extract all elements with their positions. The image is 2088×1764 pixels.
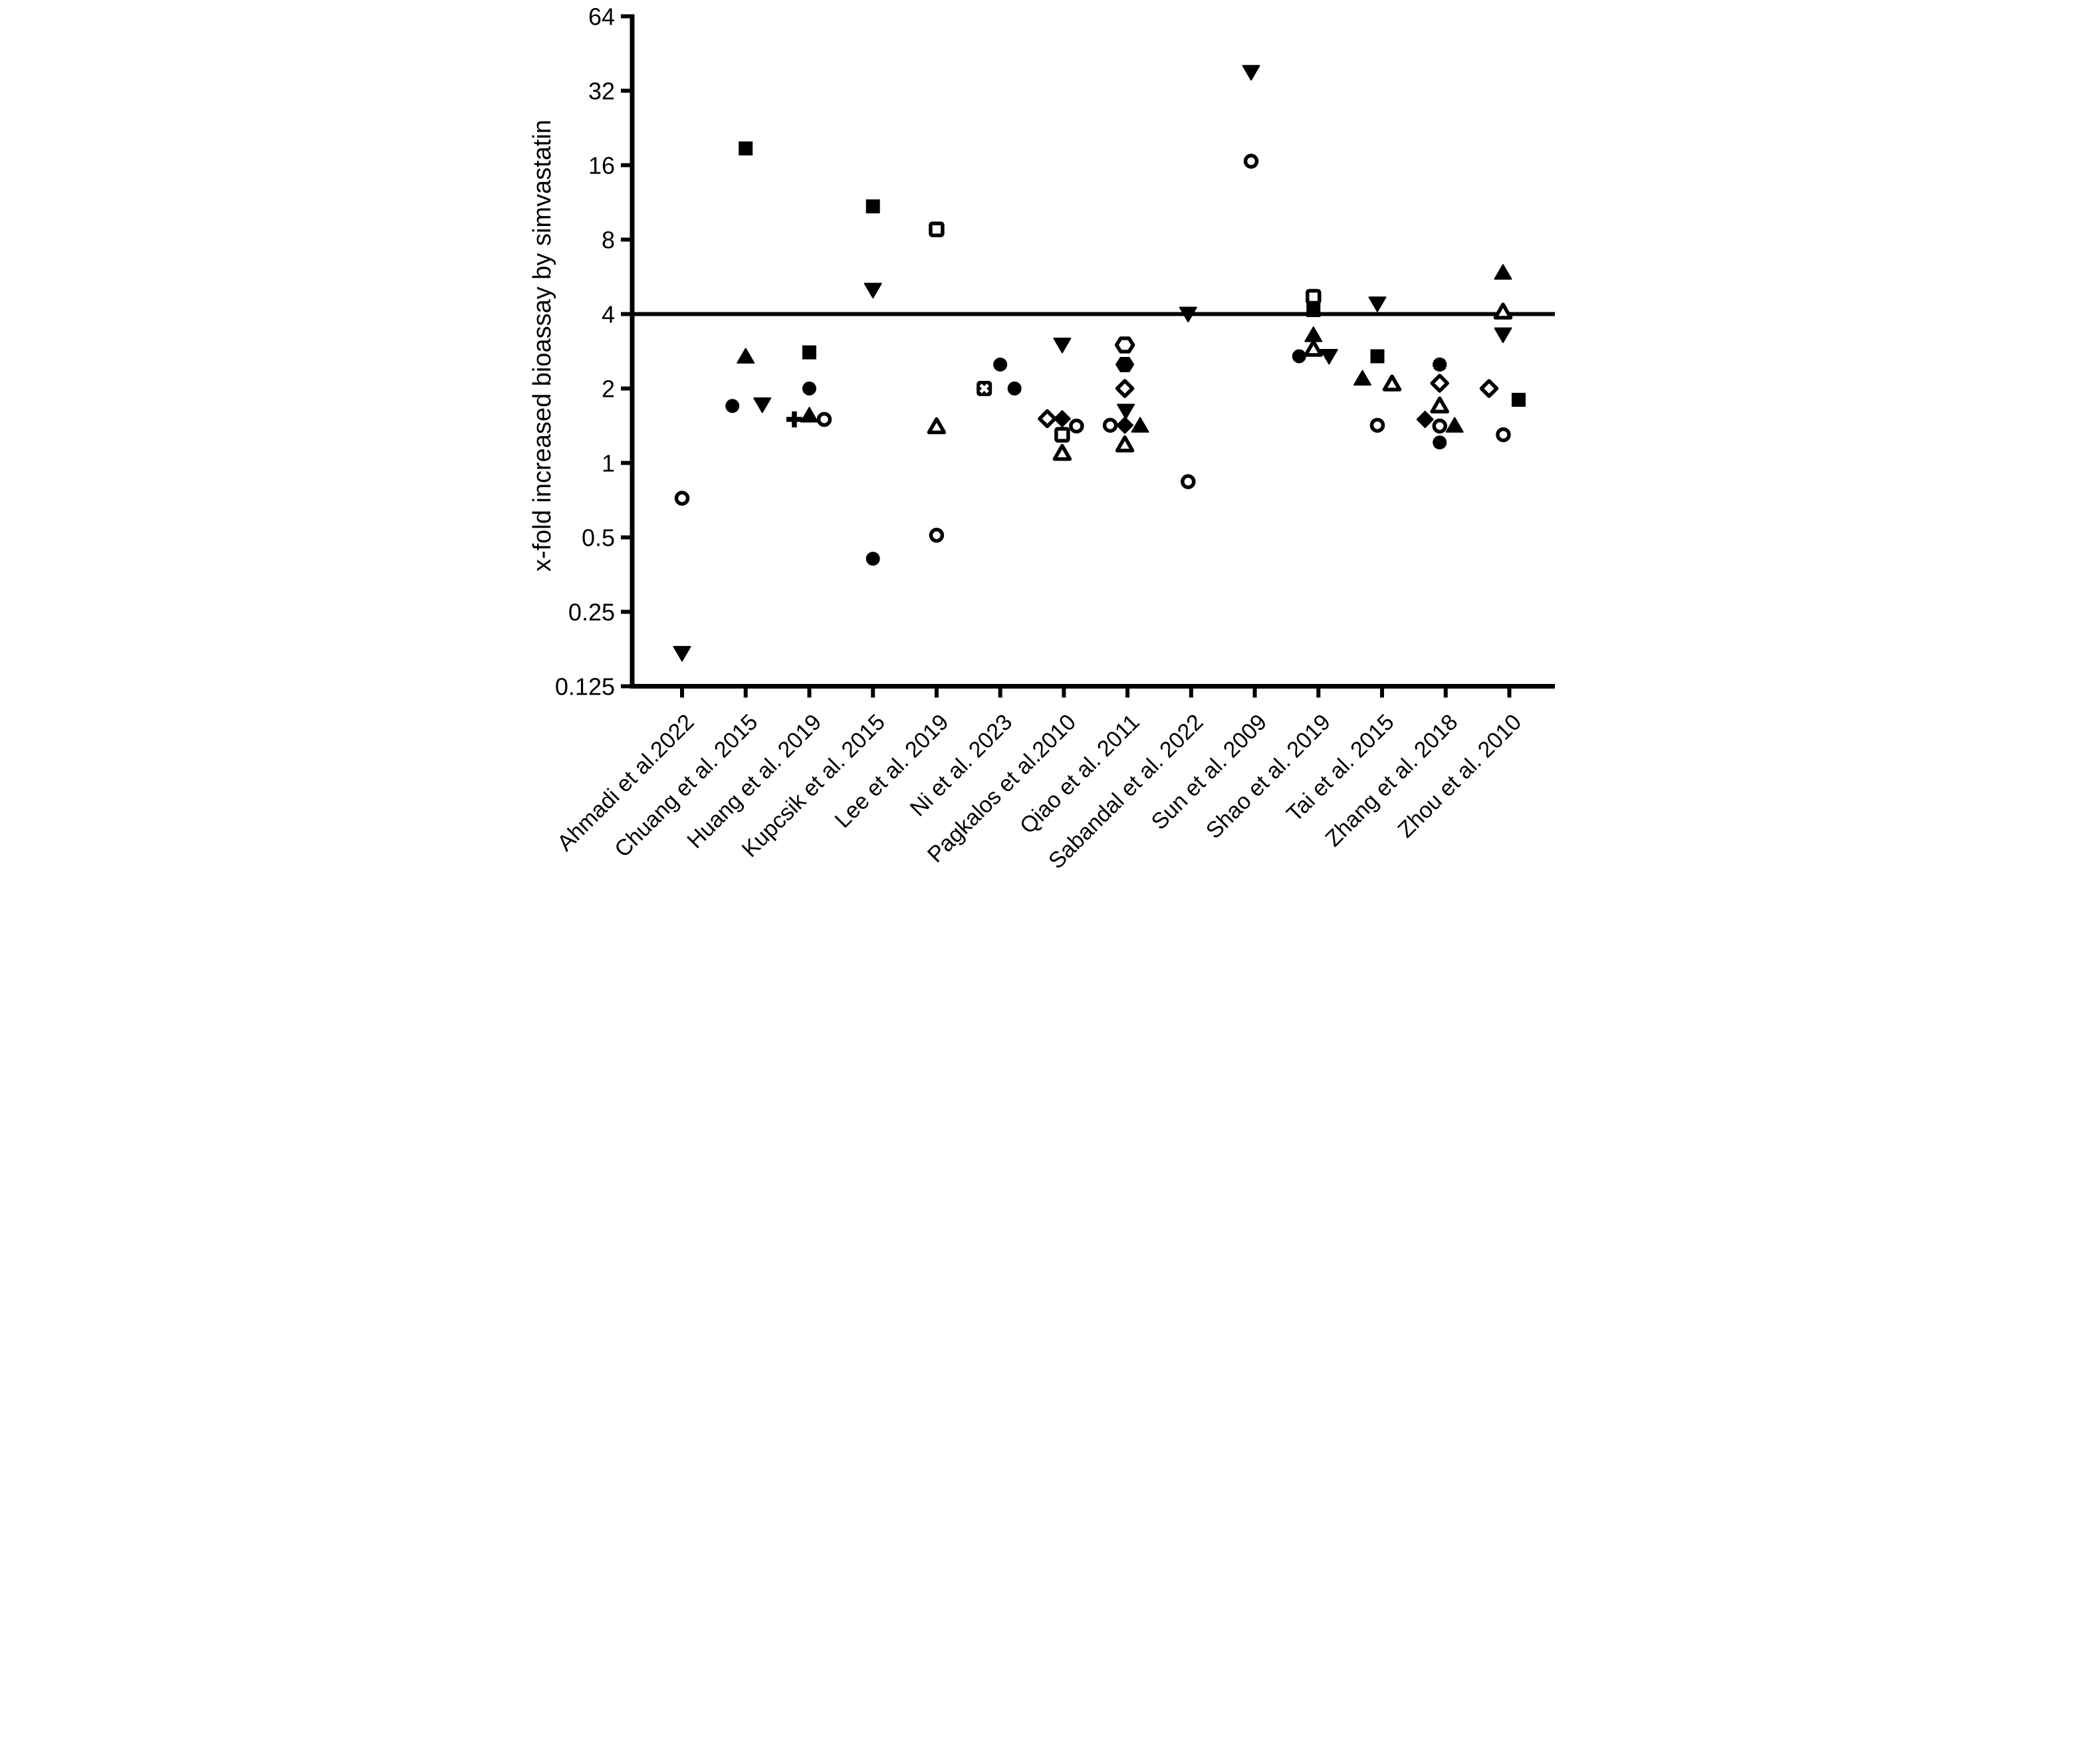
data-point-triangle-down-filled bbox=[864, 282, 882, 298]
data-point-diamond-open bbox=[1479, 379, 1498, 398]
data-point-triangle-down-filled bbox=[1493, 327, 1512, 344]
data-point-circle-open bbox=[816, 411, 832, 427]
data-point-triangle-up-filled bbox=[1131, 417, 1149, 433]
data-point-square-filled bbox=[738, 141, 753, 156]
data-point-circle-filled bbox=[725, 399, 739, 413]
data-point-hexagon-open bbox=[1114, 336, 1135, 354]
data-point-circle-open bbox=[1369, 417, 1385, 433]
data-point-circle-filled bbox=[802, 382, 816, 395]
data-point-triangle-down-filled bbox=[1052, 337, 1071, 354]
data-point-plus-filled bbox=[786, 411, 802, 427]
y-tick-label: 0.125 bbox=[554, 673, 614, 701]
data-point-triangle-up-open bbox=[1052, 443, 1072, 461]
y-tick-label: 4 bbox=[601, 301, 614, 328]
x-category-label: Lee et al. 2019 bbox=[830, 709, 953, 833]
data-point-circle-filled bbox=[866, 552, 880, 566]
y-tick-label: 32 bbox=[588, 78, 614, 105]
data-point-triangle-up-open bbox=[1382, 374, 1401, 391]
data-point-circle-filled bbox=[1432, 435, 1447, 450]
data-point-circle-open bbox=[1102, 417, 1117, 433]
data-point-square-open bbox=[928, 221, 945, 237]
data-point-triangle-down-filled bbox=[753, 397, 771, 413]
data-point-square-open bbox=[1305, 288, 1322, 305]
data-point-triangle-down-filled bbox=[1179, 306, 1197, 322]
y-tick-label: 16 bbox=[588, 152, 614, 179]
data-point-triangle-up-filled bbox=[800, 407, 818, 423]
data-point-triangle-up-filled bbox=[736, 348, 754, 364]
data-point-diamond-filled bbox=[1416, 410, 1434, 428]
y-tick-label: 8 bbox=[601, 227, 614, 254]
x-category-label: Sun et al. 2009 bbox=[1146, 709, 1272, 835]
data-point-square-filled bbox=[866, 199, 880, 214]
y-tick-label: 0.25 bbox=[568, 599, 614, 626]
data-point-circle-open bbox=[1432, 418, 1447, 434]
data-point-triangle-up-filled bbox=[1445, 417, 1464, 433]
data-point-diamond-open bbox=[1430, 374, 1449, 393]
data-point-diamond-open bbox=[1115, 379, 1134, 398]
data-point-triangle-down-filled bbox=[1242, 64, 1260, 81]
data-point-circle-open bbox=[929, 528, 944, 543]
scatter-plot-figure: x-fold increased bioassay by simvastatin… bbox=[522, 0, 1566, 882]
data-point-circle-open bbox=[1243, 154, 1258, 169]
data-point-square-filled bbox=[1306, 303, 1320, 318]
data-point-circle-open bbox=[1068, 418, 1084, 434]
data-point-square-filled bbox=[802, 345, 816, 360]
data-point-triangle-up-open bbox=[1304, 340, 1323, 357]
y-tick-label: 2 bbox=[601, 376, 614, 403]
data-point-square-open bbox=[1054, 427, 1070, 443]
data-point-triangle-down-filled bbox=[1320, 349, 1338, 365]
scatter-chart: x-fold increased bioassay by simvastatin… bbox=[528, 3, 1555, 874]
data-point-square-filled bbox=[1370, 349, 1385, 364]
data-point-circle-open bbox=[674, 491, 689, 506]
data-point-circle-filled bbox=[1007, 382, 1022, 395]
data-point-circle-open bbox=[1495, 427, 1511, 443]
data-point-hexagon-filled bbox=[1115, 356, 1134, 372]
data-point-circle-filled bbox=[992, 357, 1007, 372]
data-point-circle-open bbox=[1180, 474, 1196, 489]
data-point-triangle-down-filled bbox=[1368, 296, 1387, 312]
data-point-asterisk-filled bbox=[1432, 357, 1447, 372]
y-tick-label: 0.5 bbox=[581, 524, 614, 552]
data-point-square-x-filled bbox=[976, 381, 992, 396]
data-point-triangle-down-filled bbox=[673, 645, 691, 662]
data-point-triangle-up-open bbox=[1493, 302, 1512, 320]
data-point-triangle-down-filled bbox=[1116, 403, 1135, 420]
data-point-triangle-up-open bbox=[927, 417, 946, 435]
data-point-triangle-up-filled bbox=[1353, 370, 1371, 386]
data-point-triangle-up-filled bbox=[1493, 264, 1512, 280]
data-point-diamond-filled bbox=[1115, 416, 1133, 434]
y-tick-label: 1 bbox=[601, 450, 614, 477]
data-point-square-filled bbox=[1511, 393, 1526, 407]
data-point-diamond-open bbox=[1037, 409, 1057, 429]
y-tick-label: 64 bbox=[588, 3, 614, 31]
data-point-circle-filled bbox=[1292, 349, 1306, 364]
y-axis-title: x-fold increased bioassay by simvastatin bbox=[528, 120, 556, 572]
data-point-triangle-up-open bbox=[1115, 435, 1134, 453]
data-point-diamond-filled bbox=[1053, 409, 1071, 427]
data-point-triangle-up-filled bbox=[1304, 326, 1322, 342]
data-point-triangle-up-open bbox=[1430, 396, 1449, 414]
